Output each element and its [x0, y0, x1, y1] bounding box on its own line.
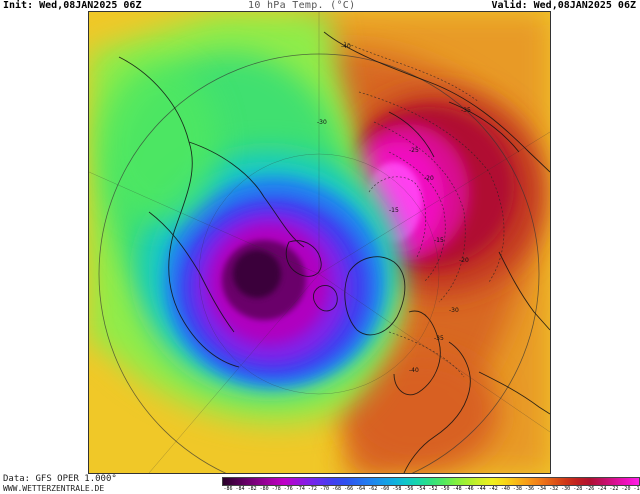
colorbar-tick-label: -28: [573, 486, 583, 492]
contour-label: -30: [317, 119, 327, 126]
website-label: WWW.WETTERZENTRALE.DE: [3, 484, 105, 493]
colorbar-tick-label: -62: [368, 486, 378, 492]
colorbar-tick-label: -72: [307, 486, 317, 492]
colorbar-tick-label: -38: [512, 486, 522, 492]
colorbar-tick-label: -42: [488, 486, 498, 492]
colorbar-tick-label: -74: [295, 486, 305, 492]
colorbar-tick-label: -26: [585, 486, 595, 492]
colorbar-tick-label: -82: [247, 486, 257, 492]
colorbar-tick-label: -54: [416, 486, 426, 492]
colorbar-tick-label: -18: [633, 486, 640, 492]
colorbar-tick-label: -66: [344, 486, 354, 492]
colorbar-tick-label: -20: [621, 486, 631, 492]
colorbar-tick-label: -48: [452, 486, 462, 492]
contour-label: -15: [389, 207, 399, 214]
colorbar-tick-label: -70: [319, 486, 329, 492]
colorbar-tick-label: -30: [561, 486, 571, 492]
init-time-label: Init: Wed,08JAN2025 06Z: [3, 0, 142, 11]
colorbar-tick-label: -36: [524, 486, 534, 492]
colorbar-tick-label: -22: [609, 486, 619, 492]
colorbar-tick-label: -46: [464, 486, 474, 492]
contour-label: -30: [449, 307, 459, 314]
colorbar-tick-label: -40: [500, 486, 510, 492]
contour-label: -40: [341, 43, 351, 50]
colorbar-tick-label: -68: [332, 486, 342, 492]
contour-label: -25: [409, 147, 419, 154]
contour-label: -35: [434, 335, 444, 342]
colorbar-tick-label: -76: [283, 486, 293, 492]
colorbar-tick-label: -50: [440, 486, 450, 492]
contour-label: -40: [409, 367, 419, 374]
colorbar-tick-label: -84: [235, 486, 245, 492]
contour-label: -20: [459, 257, 469, 264]
contour-label: -15: [434, 237, 444, 244]
colorbar-tick-label: -60: [380, 486, 390, 492]
temperature-map-graphic: -40 -35 -30 -25 -20 -15 -15 -20 -30 -35 …: [89, 12, 550, 473]
colorbar-tick-label: -34: [537, 486, 547, 492]
colorbar-ticks: -86 -84 -82 -80 -78 -76 -74 -72 -70 -68 -66 -64 -62-…: [222, 486, 640, 494]
data-source-label: Data: GFS OPER 1.000°: [3, 474, 117, 484]
temperature-map[interactable]: -40 -35 -30 -25 -20 -15 -15 -20 -30 -35 …: [88, 11, 551, 474]
colorbar-tick-label: -58: [392, 486, 402, 492]
colorbar-tick-label: -64: [356, 486, 366, 492]
colorbar-tick-label: -32: [549, 486, 559, 492]
colorbar-tick-label: -44: [476, 486, 486, 492]
contour-label: -20: [424, 175, 434, 182]
colorbar-tick-label: -78: [271, 486, 281, 492]
colorbar-tick-label: -24: [597, 486, 607, 492]
colorbar-tick-label: -56: [404, 486, 414, 492]
footer: Data: GFS OPER 1.000° WWW.WETTERZENTRALE…: [0, 474, 640, 494]
map-title: 10 hPa Temp. (°C): [248, 0, 356, 11]
header-bar: Init: Wed,08JAN2025 06Z 10 hPa Temp. (°C…: [0, 0, 640, 12]
colorbar-tick-label: -80: [259, 486, 269, 492]
colorbar-tick-label: -52: [428, 486, 438, 492]
valid-time-label: Valid: Wed,08JAN2025 06Z: [491, 0, 637, 11]
contour-label: -35: [461, 107, 471, 114]
colorbar: [222, 477, 640, 486]
colorbar-tick-label: -86: [223, 486, 233, 492]
